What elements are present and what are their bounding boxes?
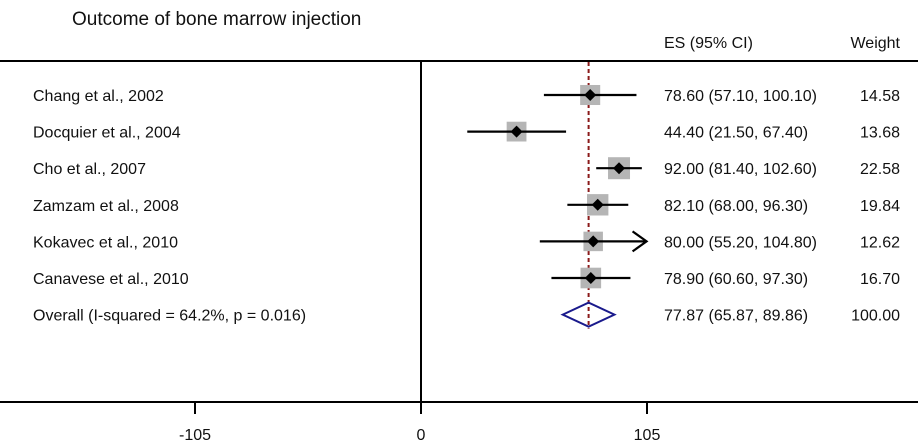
es-ci-value: 44.40 (21.50, 67.40) <box>664 125 808 142</box>
study-label: Docquier et al., 2004 <box>33 125 181 142</box>
point-estimate <box>584 272 597 284</box>
overall-label: Overall (I-squared = 64.2%, p = 0.016) <box>33 308 306 325</box>
weight-value: 16.70 <box>860 271 900 288</box>
study-label: Canavese et al., 2010 <box>33 271 189 288</box>
weight-value: 22.58 <box>860 161 900 178</box>
x-tick-label: 105 <box>634 427 661 444</box>
es-column-header: ES (95% CI) <box>664 35 753 52</box>
weight-value: 12.62 <box>860 234 900 251</box>
plot-marks: Chang et al., 2002 78.60 (57.10, 100.10) 1… <box>0 62 918 444</box>
point-estimate <box>510 125 523 138</box>
es-ci-value: 92.00 (81.40, 102.60) <box>664 161 817 178</box>
point-estimate <box>591 198 604 211</box>
x-tick-label: 0 <box>417 427 426 444</box>
overall-diamond <box>560 301 617 328</box>
overall-weight-value: 100.00 <box>851 308 900 325</box>
study-label: Chang et al., 2002 <box>33 88 164 105</box>
es-ci-value: 82.10 (68.00, 96.30) <box>664 198 808 215</box>
weight-column-header: Weight <box>850 35 900 52</box>
ci-arrow-right <box>631 230 649 253</box>
point-estimate <box>587 235 600 248</box>
chart-title: Outcome of bone marrow injection <box>72 9 361 30</box>
overall-es-ci-value: 77.87 (65.87, 89.86) <box>664 308 808 325</box>
weight-value: 13.68 <box>860 125 900 142</box>
point-estimate <box>584 89 597 101</box>
weight-value: 19.84 <box>860 198 900 215</box>
study-label: Cho et al., 2007 <box>33 161 146 178</box>
point-estimate <box>613 162 626 175</box>
study-label: Zamzam et al., 2008 <box>33 198 179 215</box>
weight-value: 14.58 <box>860 88 900 105</box>
x-tick-label: -105 <box>179 427 211 444</box>
study-label: Kokavec et al., 2010 <box>33 234 178 251</box>
es-ci-value: 78.90 (60.60, 97.30) <box>664 271 808 288</box>
es-ci-value: 78.60 (57.10, 100.10) <box>664 88 817 105</box>
es-ci-value: 80.00 (55.20, 104.80) <box>664 234 817 251</box>
